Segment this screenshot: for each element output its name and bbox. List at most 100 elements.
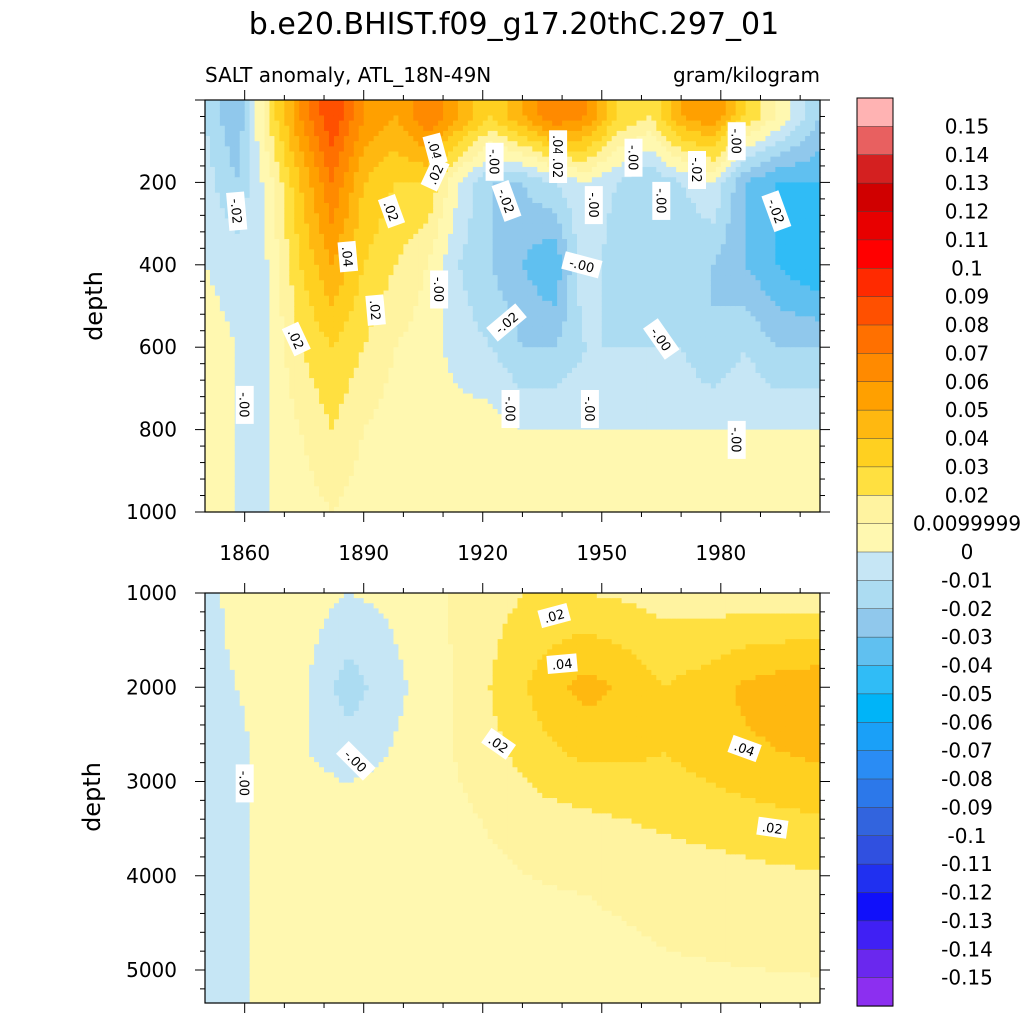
upper-field-cell bbox=[418, 187, 424, 194]
upper-field-cell bbox=[477, 141, 484, 147]
upper-field-cell bbox=[328, 450, 335, 456]
upper-field-cell bbox=[209, 465, 216, 472]
upper-field-cell bbox=[433, 491, 439, 498]
upper-field-cell bbox=[358, 300, 365, 307]
upper-field-cell bbox=[324, 146, 330, 153]
upper-field-cell bbox=[472, 244, 479, 250]
upper-field-cell bbox=[492, 455, 499, 462]
upper-field-cell bbox=[304, 336, 310, 343]
upper-field-cell bbox=[368, 100, 375, 106]
upper-field-cell bbox=[373, 120, 380, 127]
upper-field-cell bbox=[448, 393, 454, 400]
upper-field-cell bbox=[472, 290, 479, 297]
upper-field-cell bbox=[234, 506, 241, 513]
upper-field-cell bbox=[413, 244, 419, 250]
upper-field-cell bbox=[462, 486, 469, 492]
upper-field-cell bbox=[462, 239, 469, 245]
upper-field-cell bbox=[338, 203, 345, 209]
upper-field-cell bbox=[368, 501, 375, 508]
upper-field-cell bbox=[363, 223, 370, 230]
upper-field-cell bbox=[348, 336, 355, 343]
upper-field-cell bbox=[462, 414, 469, 420]
upper-field-cell bbox=[294, 372, 300, 379]
upper-field-cell bbox=[279, 228, 285, 235]
upper-field-cell bbox=[393, 259, 400, 266]
upper-field-cell bbox=[254, 115, 261, 122]
upper-field-cell bbox=[205, 414, 211, 420]
upper-field-cell bbox=[294, 383, 300, 389]
upper-field-cell bbox=[254, 486, 261, 492]
upper-field-cell bbox=[433, 239, 439, 245]
upper-field-cell bbox=[418, 455, 424, 462]
upper-field-cell bbox=[209, 192, 216, 199]
upper-field-cell bbox=[428, 120, 434, 127]
upper-field-cell bbox=[408, 228, 414, 235]
upper-field-cell bbox=[462, 223, 469, 230]
upper-field-cell bbox=[259, 197, 266, 204]
upper-field-cell bbox=[338, 357, 345, 364]
upper-field-cell bbox=[492, 496, 499, 503]
upper-field-cell bbox=[234, 244, 241, 250]
upper-field-cell bbox=[214, 290, 221, 297]
upper-field-cell bbox=[289, 239, 295, 245]
upper-field-cell bbox=[214, 409, 221, 415]
upper-field-cell bbox=[438, 233, 444, 240]
upper-field-cell bbox=[403, 506, 409, 513]
upper-field-cell bbox=[457, 434, 464, 441]
upper-field-cell bbox=[373, 136, 380, 142]
upper-field-cell bbox=[467, 300, 474, 307]
upper-field-cell bbox=[343, 197, 350, 204]
upper-field-cell bbox=[279, 388, 285, 395]
upper-field-cell bbox=[363, 460, 370, 467]
upper-field-cell bbox=[428, 393, 434, 400]
upper-field-cell bbox=[244, 233, 251, 240]
upper-field-cell bbox=[433, 388, 439, 395]
upper-field-cell bbox=[472, 429, 479, 436]
upper-field-cell bbox=[284, 172, 290, 178]
upper-field-cell bbox=[423, 501, 429, 508]
upper-field-cell bbox=[398, 172, 404, 178]
upper-field-cell bbox=[403, 136, 409, 142]
upper-field-cell bbox=[309, 475, 315, 482]
upper-field-cell bbox=[487, 228, 494, 235]
upper-field-cell bbox=[209, 203, 216, 209]
upper-field-cell bbox=[304, 239, 310, 245]
upper-field-cell bbox=[319, 290, 325, 297]
upper-field-cell bbox=[433, 203, 439, 209]
upper-field-cell bbox=[205, 208, 211, 214]
upper-field-cell bbox=[418, 460, 424, 467]
upper-field-cell bbox=[333, 501, 340, 508]
upper-field-cell bbox=[274, 187, 280, 194]
upper-field-cell bbox=[279, 249, 285, 256]
upper-field-cell bbox=[324, 244, 330, 250]
upper-field-cell bbox=[383, 501, 390, 508]
upper-field-cell bbox=[428, 445, 434, 451]
upper-field-cell bbox=[294, 151, 300, 158]
upper-field-cell bbox=[507, 100, 514, 106]
upper-field-cell bbox=[249, 218, 256, 225]
upper-field-cell bbox=[304, 233, 310, 240]
upper-field-cell bbox=[358, 429, 365, 436]
upper-field-cell bbox=[234, 491, 241, 498]
upper-field-cell bbox=[269, 475, 276, 482]
upper-field-cell bbox=[438, 316, 444, 323]
upper-field-cell bbox=[467, 347, 474, 353]
upper-field-cell bbox=[269, 166, 276, 173]
upper-field-cell bbox=[413, 233, 419, 240]
upper-field-cell bbox=[467, 481, 474, 487]
upper-field-cell bbox=[378, 125, 385, 132]
upper-field-cell bbox=[472, 130, 479, 137]
upper-field-cell bbox=[205, 501, 211, 508]
upper-field-cell bbox=[309, 264, 315, 271]
upper-field-cell bbox=[205, 213, 211, 220]
upper-field-cell bbox=[408, 166, 414, 173]
upper-field-cell bbox=[482, 280, 489, 286]
upper-field-cell bbox=[328, 378, 335, 384]
upper-field-cell bbox=[348, 445, 355, 451]
upper-field-cell bbox=[457, 105, 464, 111]
upper-field-cell bbox=[398, 486, 404, 492]
upper-field-cell bbox=[234, 254, 241, 261]
upper-field-cell bbox=[289, 197, 295, 204]
upper-field-cell bbox=[264, 306, 271, 312]
upper-field-cell bbox=[333, 208, 340, 214]
